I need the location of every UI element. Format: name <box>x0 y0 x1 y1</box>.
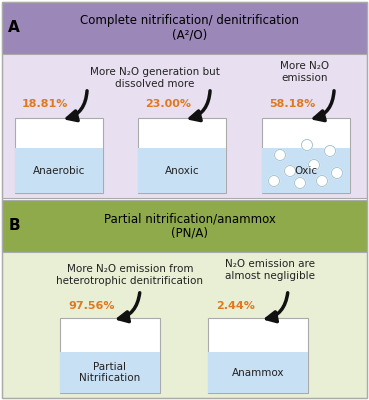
Bar <box>208 318 308 393</box>
Text: 18.81%: 18.81% <box>22 99 68 109</box>
Text: Partial nitrification/anammox
(PN/A): Partial nitrification/anammox (PN/A) <box>104 212 276 240</box>
Bar <box>2 2 367 54</box>
Bar <box>138 148 226 193</box>
Text: A: A <box>8 20 20 36</box>
Text: Complete nitrification/ denitrification
(A²/O): Complete nitrification/ denitrification … <box>80 14 300 42</box>
Bar <box>2 200 367 252</box>
Text: More N₂O generation but
dissolved more: More N₂O generation but dissolved more <box>90 67 220 89</box>
Text: 2.44%: 2.44% <box>216 301 255 311</box>
Text: Partial
Nitrification: Partial Nitrification <box>79 362 141 383</box>
Circle shape <box>301 140 313 150</box>
Bar <box>262 148 350 193</box>
Bar <box>60 352 160 393</box>
Text: Anammox: Anammox <box>232 368 284 378</box>
Circle shape <box>324 146 335 156</box>
Circle shape <box>331 168 342 178</box>
Circle shape <box>269 176 279 186</box>
Bar <box>138 118 226 193</box>
Bar <box>2 200 367 398</box>
Text: More N₂O emission from
heterotrophic denitrification: More N₂O emission from heterotrophic den… <box>56 264 203 286</box>
Text: Anaerobic: Anaerobic <box>33 166 85 176</box>
Bar <box>60 318 160 393</box>
Text: Oxic: Oxic <box>294 166 318 176</box>
Circle shape <box>294 178 306 188</box>
Bar <box>262 118 350 193</box>
Text: 23.00%: 23.00% <box>145 99 191 109</box>
Text: More N₂O
emission: More N₂O emission <box>280 61 330 83</box>
Text: B: B <box>8 218 20 234</box>
Text: 97.56%: 97.56% <box>68 301 114 311</box>
Text: N₂O emission are
almost negligible: N₂O emission are almost negligible <box>225 259 315 281</box>
Circle shape <box>317 176 328 186</box>
Text: 58.18%: 58.18% <box>269 99 315 109</box>
Circle shape <box>308 160 320 170</box>
Circle shape <box>284 166 296 176</box>
Bar <box>15 148 103 193</box>
Circle shape <box>275 150 286 160</box>
Bar <box>2 2 367 198</box>
Text: Anoxic: Anoxic <box>165 166 199 176</box>
Bar <box>15 118 103 193</box>
Bar <box>208 352 308 393</box>
